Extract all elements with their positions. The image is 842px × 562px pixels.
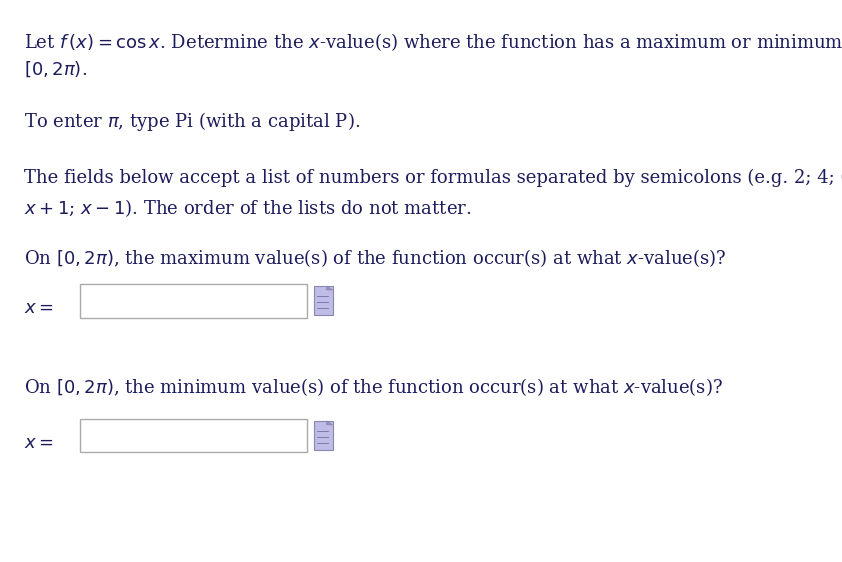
FancyBboxPatch shape (80, 419, 307, 452)
Polygon shape (327, 286, 333, 290)
FancyBboxPatch shape (80, 284, 307, 318)
Text: $x =$: $x =$ (24, 434, 53, 452)
Text: $[0, 2\pi)$.: $[0, 2\pi)$. (24, 59, 87, 79)
Text: On $[0, 2\pi)$, the minimum value(s) of the function occur(s) at what $x$-value(: On $[0, 2\pi)$, the minimum value(s) of … (24, 377, 722, 398)
Text: $x + 1$; $x - 1$). The order of the lists do not matter.: $x + 1$; $x - 1$). The order of the list… (24, 197, 471, 219)
Text: Let $f\,(x) = \cos x$. Determine the $x$-value(s) where the function has a maxim: Let $f\,(x) = \cos x$. Determine the $x$… (24, 31, 842, 53)
FancyBboxPatch shape (314, 286, 333, 315)
Text: $x =$: $x =$ (24, 299, 53, 317)
Text: On $[0, 2\pi)$, the maximum value(s) of the function occur(s) at what $x$-value(: On $[0, 2\pi)$, the maximum value(s) of … (24, 247, 726, 269)
Polygon shape (327, 421, 333, 425)
Text: To enter $\pi$, type Pi (with a capital P).: To enter $\pi$, type Pi (with a capital … (24, 110, 360, 133)
Text: The fields below accept a list of numbers or formulas separated by semicolons (e: The fields below accept a list of number… (24, 169, 842, 187)
FancyBboxPatch shape (314, 421, 333, 450)
